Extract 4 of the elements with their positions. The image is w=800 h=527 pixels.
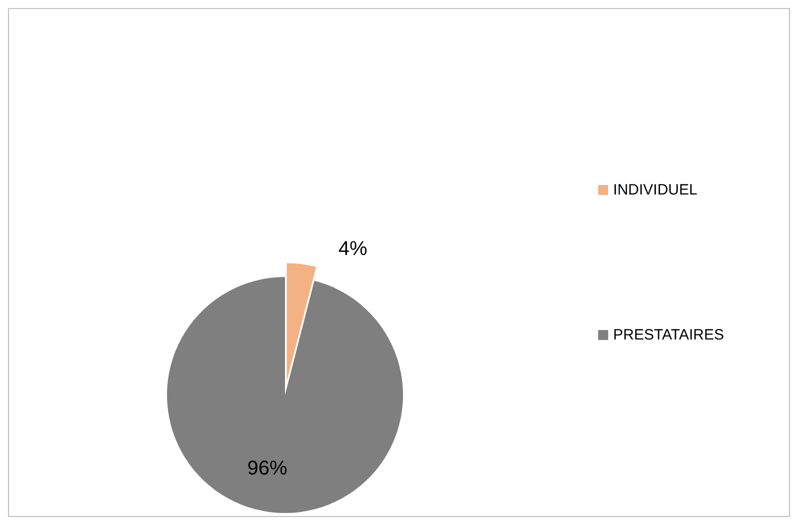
- legend-label: PRESTATAIRES: [613, 326, 724, 344]
- legend-label: INDIVIDUEL: [613, 182, 698, 198]
- data-label: 4%: [338, 238, 368, 260]
- data-label: 96%: [247, 458, 288, 480]
